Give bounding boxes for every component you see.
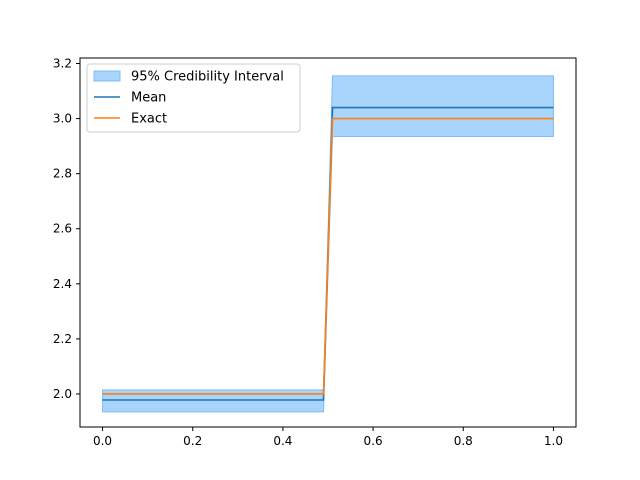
axes-frame <box>79 57 577 428</box>
legend-box <box>86 63 301 133</box>
y-tick-label: 3.2 <box>53 57 72 71</box>
legend-label-exact: Exact <box>131 112 167 127</box>
y-tick-label: 2.4 <box>53 277 72 291</box>
y-tick-label: 3.0 <box>53 112 72 126</box>
legend-label-95-credibility-interval: 95% Credibility Interval <box>131 70 284 85</box>
y-tick-label: 2.0 <box>53 387 72 401</box>
x-tick-label: 0.4 <box>273 434 292 448</box>
x-tick-label: 0.6 <box>364 434 383 448</box>
legend-swatch-95-credibility-interval <box>93 70 121 82</box>
x-tick-label: 0.8 <box>454 434 473 448</box>
y-tick-label: 2.6 <box>53 222 72 236</box>
x-tick-label: 0.0 <box>93 434 112 448</box>
series-line-exact <box>102 117 554 395</box>
legend-label-mean: Mean <box>131 91 166 106</box>
legend: 95% Credibility Interval Mean Exact <box>86 63 301 133</box>
axes: 0.0 0.2 0.4 0.6 0.8 1.0 2.0 2.2 2.4 2.6 2.8 3.0 3.2 <box>53 57 577 448</box>
y-tick-label: 2.8 <box>53 167 72 181</box>
y-tick-label: 2.2 <box>53 332 72 346</box>
plot-area <box>102 75 554 413</box>
x-tick-label: 1.0 <box>544 434 563 448</box>
x-tick-label: 0.2 <box>183 434 202 448</box>
